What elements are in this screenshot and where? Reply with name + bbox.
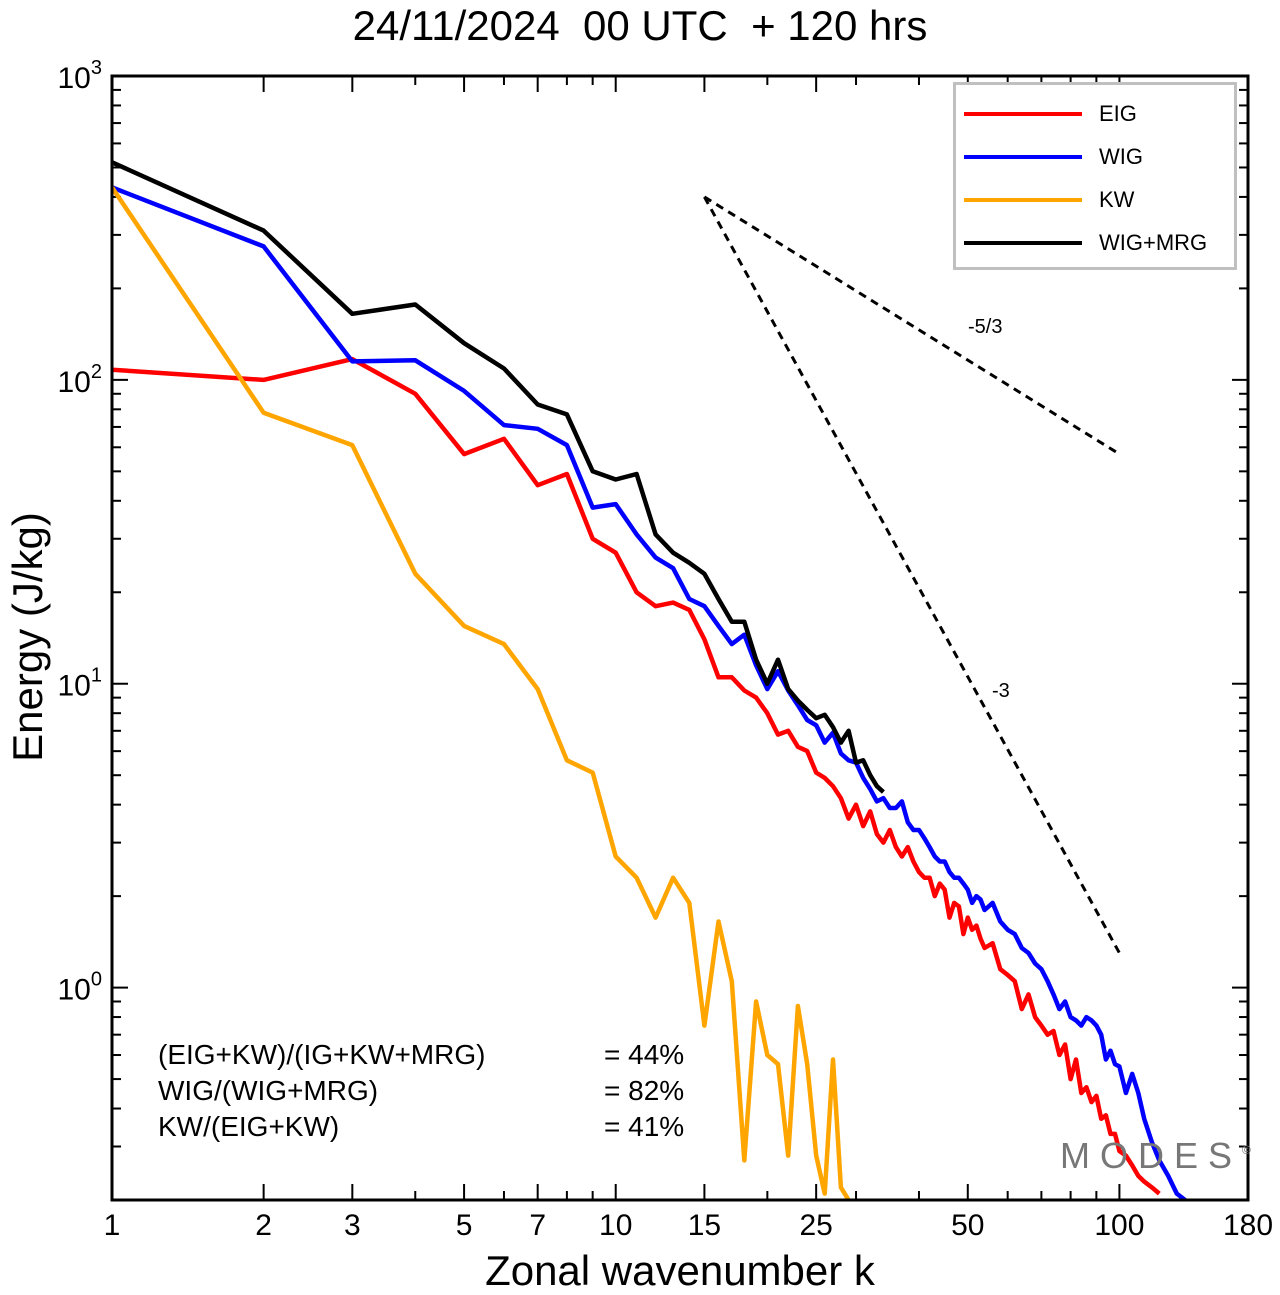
legend-label-wig-mrg: WIG+MRG <box>1099 230 1208 255</box>
x-tick-label: 180 <box>1223 1209 1273 1242</box>
legend-swatch-wig <box>964 155 1082 159</box>
y-tick-label: 103 <box>58 57 103 95</box>
stat-label: (EIG+KW)/(IG+KW+MRG) <box>158 1039 486 1070</box>
plot-frame <box>110 74 1250 1202</box>
y-tick-label: 100 <box>58 969 103 1007</box>
y-tick-base: 10 <box>58 366 91 399</box>
y-tick-exponent: 3 <box>91 57 102 79</box>
reference-slopes <box>703 195 1121 954</box>
series-line-wig <box>112 185 1187 1200</box>
watermark-text: MODES <box>1060 1135 1243 1176</box>
y-tick-label: 102 <box>58 361 103 399</box>
legend-item-kw: KW <box>956 185 1234 215</box>
legend-label-eig: EIG <box>1099 101 1137 126</box>
series-line-wig-mrg <box>112 160 885 794</box>
legend-swatch-wig-mrg <box>964 241 1082 245</box>
legend: EIG WIG KW WIG+MRG <box>953 82 1237 270</box>
stat-label: WIG/(WIG+MRG) <box>158 1075 379 1106</box>
legend-swatch-eig <box>964 112 1082 116</box>
slope-label-minus-five-thirds: -5/3 <box>968 316 1003 338</box>
y-tick-base: 10 <box>58 670 91 703</box>
stat-value: = 82% <box>604 1075 685 1106</box>
series-line-kw <box>112 186 851 1200</box>
stat-value: = 41% <box>604 1111 685 1142</box>
x-tick-label: 15 <box>688 1209 721 1242</box>
x-tick-label: 25 <box>799 1209 832 1242</box>
x-tick-label: 2 <box>255 1209 272 1242</box>
series-line-eig <box>112 356 1161 1196</box>
y-tick-base: 10 <box>58 974 91 1007</box>
legend-item-eig: EIG <box>956 99 1234 129</box>
y-tick-base: 10 <box>58 62 91 95</box>
x-tick-label: 10 <box>599 1209 632 1242</box>
data-series <box>112 160 1187 1200</box>
x-tick-label: 50 <box>951 1209 984 1242</box>
reference-slope-line <box>703 195 1121 456</box>
x-tick-label: 3 <box>344 1209 361 1242</box>
x-tick-label: 7 <box>529 1209 546 1242</box>
y-axis-label: Energy (J/kg) <box>4 512 51 762</box>
y-tick-exponent: 2 <box>91 361 102 383</box>
legend-label-wig: WIG <box>1099 144 1143 169</box>
legend-item-wig: WIG <box>956 142 1234 172</box>
legend-swatch-kw <box>964 198 1082 202</box>
reference-slope-line <box>703 196 1121 954</box>
x-tick-label: 1 <box>104 1209 121 1242</box>
y-tick-exponent: 0 <box>91 969 102 991</box>
chart-title: 24/11/2024 00 UTC + 120 hrs <box>352 2 928 49</box>
slope-label-minus-three: -3 <box>992 680 1010 702</box>
stat-value: = 44% <box>604 1039 685 1070</box>
y-tick-label: 101 <box>58 665 103 703</box>
copyright-mark: © <box>1242 1143 1251 1157</box>
y-tick-exponent: 1 <box>91 665 102 687</box>
x-tick-label: 5 <box>456 1209 473 1242</box>
stat-label: KW/(EIG+KW) <box>158 1111 340 1142</box>
modes-watermark: MODES© <box>1060 1135 1251 1177</box>
x-tick-label: 100 <box>1094 1209 1144 1242</box>
legend-label-kw: KW <box>1099 187 1135 212</box>
legend-item-wig-mrg: WIG+MRG <box>956 228 1234 258</box>
x-axis-label: Zonal wavenumber k <box>485 1247 875 1294</box>
